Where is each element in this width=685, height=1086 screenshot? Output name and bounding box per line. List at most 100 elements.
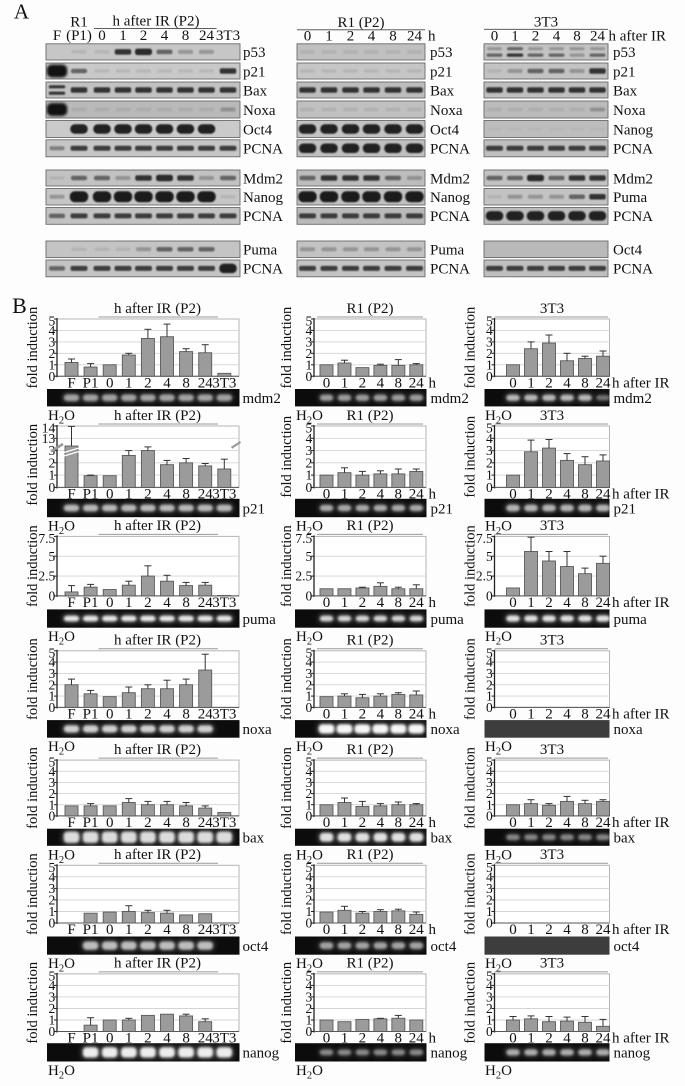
svg-text:3T3: 3T3 (212, 595, 236, 611)
svg-text:h after IR: h after IR (612, 1031, 669, 1047)
svg-text:2: 2 (144, 487, 152, 503)
svg-text:0: 0 (98, 28, 106, 44)
svg-text:3: 3 (486, 775, 493, 790)
svg-text:8: 8 (581, 707, 589, 723)
svg-text:4: 4 (48, 323, 55, 338)
svg-text:4: 4 (305, 764, 312, 779)
svg-text:2: 2 (48, 346, 55, 361)
svg-text:4: 4 (486, 869, 493, 884)
svg-text:0: 0 (305, 809, 312, 824)
svg-text:nanog: nanog (431, 1046, 468, 1062)
svg-text:fold induction: fold induction (25, 961, 41, 1044)
svg-text:2.5: 2.5 (476, 569, 493, 584)
svg-text:P1: P1 (83, 922, 99, 938)
svg-text:0: 0 (48, 369, 55, 384)
svg-text:4: 4 (368, 29, 376, 45)
svg-text:5: 5 (48, 969, 55, 984)
svg-text:nanog: nanog (243, 1046, 280, 1062)
svg-text:24: 24 (409, 707, 425, 723)
svg-text:F: F (67, 1031, 75, 1047)
svg-text:0: 0 (509, 815, 517, 831)
svg-text:24: 24 (198, 595, 214, 611)
svg-text:24: 24 (409, 595, 425, 611)
svg-text:P1: P1 (83, 487, 99, 503)
svg-text:1: 1 (48, 468, 55, 483)
svg-text:0: 0 (106, 1031, 114, 1047)
svg-text:fold induction: fold induction (279, 746, 295, 829)
svg-text:4: 4 (563, 375, 571, 391)
svg-text:4: 4 (163, 595, 171, 611)
svg-text:fold induction: fold induction (463, 852, 479, 935)
svg-text:24: 24 (596, 375, 612, 391)
svg-text:4: 4 (563, 922, 571, 938)
svg-text:3T3: 3T3 (534, 15, 558, 31)
svg-text:4: 4 (305, 655, 312, 670)
svg-text:Oct4: Oct4 (613, 243, 643, 259)
svg-text:3: 3 (305, 990, 312, 1005)
svg-text:0: 0 (509, 922, 517, 938)
svg-text:2: 2 (305, 893, 312, 908)
svg-text:1: 1 (48, 1013, 55, 1028)
svg-text:1: 1 (527, 375, 535, 391)
svg-text:1: 1 (125, 375, 133, 391)
svg-text:8: 8 (395, 707, 403, 723)
svg-text:3T3: 3T3 (212, 375, 236, 391)
svg-text:H2O: H2O (296, 408, 323, 427)
svg-text:1: 1 (125, 815, 133, 831)
svg-text:P1: P1 (83, 707, 99, 723)
svg-text:2: 2 (48, 1001, 55, 1016)
svg-text:4: 4 (377, 487, 385, 503)
svg-text:fold induction: fold induction (25, 746, 41, 829)
svg-text:Mdm2: Mdm2 (243, 171, 283, 187)
svg-text:2: 2 (305, 346, 312, 361)
svg-text:PCNA: PCNA (430, 209, 470, 225)
svg-text:fold induction: fold induction (463, 415, 479, 498)
svg-text:2: 2 (305, 455, 312, 470)
svg-text:Bax: Bax (243, 83, 268, 99)
svg-text:24: 24 (198, 487, 214, 503)
svg-text:1: 1 (486, 797, 493, 812)
svg-text:0: 0 (323, 922, 331, 938)
svg-text:5: 5 (48, 860, 55, 875)
svg-text:R1 (P2): R1 (P2) (346, 742, 393, 758)
svg-text:3T3: 3T3 (540, 518, 564, 534)
svg-text:2: 2 (305, 677, 312, 692)
svg-text:puma: puma (431, 612, 465, 628)
svg-text:3: 3 (305, 881, 312, 896)
svg-text:5: 5 (305, 860, 312, 875)
svg-text:Puma: Puma (613, 190, 648, 206)
svg-text:0: 0 (106, 375, 114, 391)
svg-text:2: 2 (347, 29, 355, 45)
svg-text:Noxa: Noxa (243, 103, 276, 119)
svg-text:Bax: Bax (613, 83, 638, 99)
svg-text:24: 24 (596, 595, 612, 611)
svg-text:3: 3 (305, 775, 312, 790)
svg-text:0: 0 (305, 1024, 312, 1039)
svg-text:3: 3 (48, 666, 55, 681)
svg-text:1: 1 (325, 29, 333, 45)
svg-text:5: 5 (305, 549, 312, 564)
svg-text:0: 0 (486, 589, 493, 604)
svg-text:h after IR (P2): h after IR (P2) (114, 956, 201, 972)
svg-text:5: 5 (48, 645, 55, 660)
svg-text:2: 2 (486, 455, 493, 470)
svg-text:0: 0 (106, 487, 114, 503)
svg-text:H2O: H2O (485, 629, 512, 648)
svg-text:1: 1 (486, 468, 493, 483)
svg-text:noxa: noxa (614, 722, 644, 738)
svg-text:4: 4 (163, 487, 171, 503)
svg-text:24: 24 (407, 29, 423, 45)
svg-text:24: 24 (596, 707, 612, 723)
svg-text:3: 3 (48, 990, 55, 1005)
svg-text:F: F (67, 922, 75, 938)
svg-text:0: 0 (323, 707, 331, 723)
svg-text:Oct4: Oct4 (430, 122, 460, 138)
svg-text:F: F (67, 707, 75, 723)
svg-text:Mdm2: Mdm2 (430, 171, 470, 187)
svg-text:2: 2 (144, 922, 152, 938)
svg-text:24: 24 (199, 28, 215, 44)
svg-text:0: 0 (48, 589, 55, 604)
svg-text:2: 2 (486, 677, 493, 692)
svg-text:Puma: Puma (430, 243, 465, 259)
svg-text:2: 2 (545, 487, 553, 503)
